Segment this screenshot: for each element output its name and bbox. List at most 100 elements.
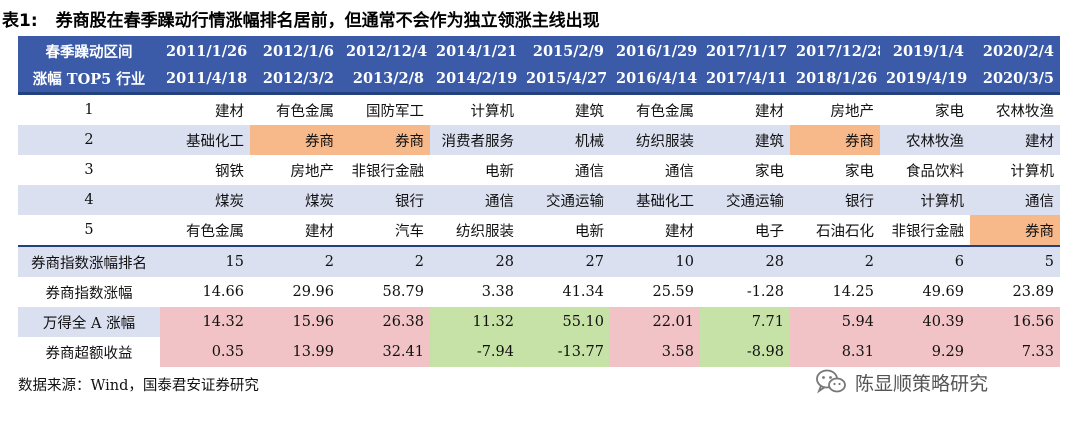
stat-row: 券商指数涨幅排名 15 2 2 28 27 10 28 2 6 5 [18,245,1060,277]
sector-cell: 有色金属 [276,103,334,120]
sector-ranking-table: 春季躁动区间 2011/1/26 2012/1/6 2012/12/4 2014… [18,36,1060,367]
stat-cell: 55.10 [520,307,610,337]
stat-cell: 3.38 [481,284,514,300]
rank-row: 5 有色金属 建材 汽车 纺织服装 电新 建材 电子 石油石化 非银行金融 券商 [18,215,1060,246]
header-start-date: 2012/1/6 [250,36,340,65]
sector-cell: 非银行金融 [891,223,965,240]
sector-cell: 建材 [755,103,784,120]
header-end-date: 2020/3/5 [970,65,1060,95]
stat-cell: 25.59 [652,284,694,300]
stat-cell: 7.71 [700,307,790,337]
header-label-period: 春季躁动区间 [18,36,160,65]
sector-cell: 建筑 [575,103,604,120]
header-label-top5: 涨幅 TOP5 行业 [18,65,160,95]
stat-cell: 22.01 [610,307,700,337]
sector-cell: 消费者服务 [430,125,520,155]
stat-cell: 9.29 [880,337,970,367]
sector-cell: 纺织服装 [456,223,514,240]
stat-cell: -7.94 [430,337,520,367]
header-end-date: 2011/4/18 [160,65,250,95]
stat-cell: 5 [970,245,1060,277]
header-row-start-dates: 春季躁动区间 2011/1/26 2012/1/6 2012/12/4 2014… [18,36,1060,65]
header-end-date: 2018/1/26 [790,65,880,95]
sector-cell: 有色金属 [186,223,244,240]
sector-cell: 交通运输 [700,185,790,215]
stat-cell: 14.25 [832,284,874,300]
stat-cell: 58.79 [382,284,424,300]
sector-cell: 基础化工 [160,125,250,155]
stat-cell: 6 [880,245,970,277]
stat-row: 万得全 A 涨幅 14.32 15.96 26.38 11.32 55.10 22.01 7.… [18,307,1060,337]
sector-cell: 煤炭 [250,185,340,215]
header-end-date: 2014/2/19 [430,65,520,95]
stat-cell: 0.35 [160,337,250,367]
stat-cell: 40.39 [880,307,970,337]
sector-cell: 农林牧渔 [880,125,970,155]
stat-cell: 11.32 [430,307,520,337]
stat-cell: 15.96 [250,307,340,337]
table-number: 表1: [2,11,38,31]
sector-cell: 煤炭 [160,185,250,215]
sector-cell: 通信 [665,163,694,180]
stat-cell: 23.89 [1012,284,1054,300]
watermark-text: 陈显顺策略研究 [855,372,989,395]
header-end-date: 2019/4/19 [880,65,970,95]
wechat-icon [815,368,847,396]
table-title-text: 券商股在春季躁动行情涨幅排名居前，但通常不会作为独立领涨主线出现 [55,11,600,31]
stat-cell: 8.31 [790,337,880,367]
stat-cell: 32.41 [340,337,430,367]
sector-cell: 银行 [340,185,430,215]
sector-cell: 房地产 [290,163,335,180]
rank-row: 3 钢铁 房地产 非银行金融 电新 通信 通信 家电 家电 食品饮料 计算机 [18,155,1060,185]
stat-cell: 14.66 [202,284,244,300]
sector-cell: 计算机 [470,103,515,120]
header-start-date: 2014/1/21 [430,36,520,65]
sector-cell: 银行 [790,185,880,215]
sector-cell: 房地产 [830,103,875,120]
sector-cell: 建材 [215,103,244,120]
sector-cell: 基础化工 [610,185,700,215]
stat-cell: 3.58 [610,337,700,367]
stat-row: 券商超额收益 0.35 13.99 32.41 -7.94 -13.77 3.58 -8.98… [18,337,1060,367]
sector-cell: 券商 [790,125,880,155]
header-start-date: 2016/1/29 [610,36,700,65]
header-start-date: 2011/1/26 [160,36,250,65]
stat-cell: 28 [700,245,790,277]
sector-cell: 计算机 [880,185,970,215]
sector-cell: 交通运输 [520,185,610,215]
stat-cell: 49.69 [922,284,964,300]
sector-cell: 电新 [485,163,514,180]
sector-cell: 家电 [845,163,874,180]
stat-cell: 5.94 [790,307,880,337]
stat-cell: 28 [430,245,520,277]
sector-cell: 券商 [250,125,340,155]
rank-label: 5 [84,222,94,238]
sector-cell: 计算机 [1010,163,1055,180]
rank-row: 4 煤炭 煤炭 银行 通信 交通运输 基础化工 交通运输 银行 计算机 通信 [18,185,1060,215]
stat-cell: 10 [610,245,700,277]
stat-cell: -1.28 [746,284,784,300]
sector-cell: 食品饮料 [906,163,964,180]
sector-cell: 农林牧渔 [996,103,1054,120]
header-row-end-dates: 涨幅 TOP5 行业 2011/4/18 2012/3/2 2013/2/8 2… [18,65,1060,95]
sector-cell: 石油石化 [816,223,874,240]
sector-cell: 电新 [575,223,604,240]
header-end-date: 2012/3/2 [250,65,340,95]
stat-cell: 13.99 [250,337,340,367]
stat-label: 券商超额收益 [45,345,133,362]
sector-cell: 通信 [430,185,520,215]
stat-cell: 2 [790,245,880,277]
sector-cell: 国防军工 [366,103,424,120]
stat-cell: 16.56 [970,307,1060,337]
rank-label: 4 [18,185,160,215]
stat-cell: -13.77 [520,337,610,367]
header-end-date: 2015/4/27 [520,65,610,95]
sector-cell: 家电 [755,163,784,180]
sector-cell: 建材 [970,125,1060,155]
header-start-date: 2015/2/9 [520,36,610,65]
stat-cell: 2 [250,245,340,277]
rank-label: 2 [18,125,160,155]
sector-cell: 钢铁 [215,163,244,180]
stat-row: 券商指数涨幅 14.66 29.96 58.79 3.38 41.34 25.59 -1.28… [18,277,1060,307]
stat-cell: 7.33 [970,337,1060,367]
